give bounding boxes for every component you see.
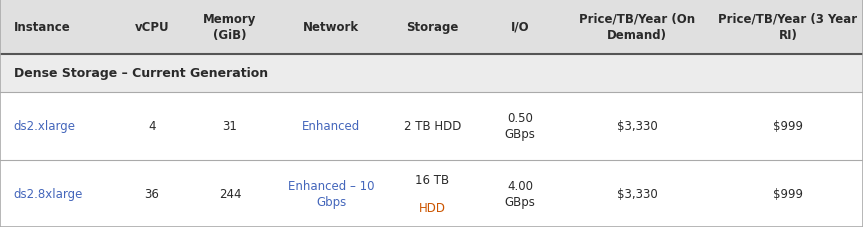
Text: ds2.8xlarge: ds2.8xlarge bbox=[14, 187, 83, 200]
Text: Storage: Storage bbox=[406, 21, 458, 34]
Text: Memory
(GiB): Memory (GiB) bbox=[204, 13, 256, 42]
Bar bbox=[0, 0, 863, 55]
Text: I/O: I/O bbox=[511, 21, 529, 34]
Text: Network: Network bbox=[303, 21, 360, 34]
Text: Price/TB/Year (On
Demand): Price/TB/Year (On Demand) bbox=[579, 13, 696, 42]
Text: 31: 31 bbox=[223, 120, 237, 133]
Text: $999: $999 bbox=[773, 120, 803, 133]
Text: $3,330: $3,330 bbox=[617, 120, 658, 133]
Text: 16 TB: 16 TB bbox=[415, 174, 450, 187]
Text: vCPU: vCPU bbox=[135, 21, 169, 34]
Text: Instance: Instance bbox=[14, 21, 71, 34]
Text: ds2.xlarge: ds2.xlarge bbox=[14, 120, 76, 133]
Text: HDD: HDD bbox=[419, 201, 446, 214]
Bar bbox=[0, 93, 863, 160]
Text: $3,330: $3,330 bbox=[617, 187, 658, 200]
Text: 36: 36 bbox=[144, 187, 160, 200]
Text: 4: 4 bbox=[148, 120, 155, 133]
Text: 2 TB HDD: 2 TB HDD bbox=[404, 120, 461, 133]
Text: 4.00
GBps: 4.00 GBps bbox=[505, 179, 535, 208]
Text: Price/TB/Year (3 Year
RI): Price/TB/Year (3 Year RI) bbox=[718, 13, 858, 42]
Text: $999: $999 bbox=[773, 187, 803, 200]
Text: 244: 244 bbox=[218, 187, 242, 200]
Bar bbox=[0, 160, 863, 227]
Text: Enhanced: Enhanced bbox=[302, 120, 361, 133]
Text: 0.50
GBps: 0.50 GBps bbox=[505, 112, 535, 141]
Bar bbox=[0, 55, 863, 93]
Text: Enhanced – 10
Gbps: Enhanced – 10 Gbps bbox=[288, 179, 375, 208]
Text: Dense Storage – Current Generation: Dense Storage – Current Generation bbox=[14, 67, 268, 80]
